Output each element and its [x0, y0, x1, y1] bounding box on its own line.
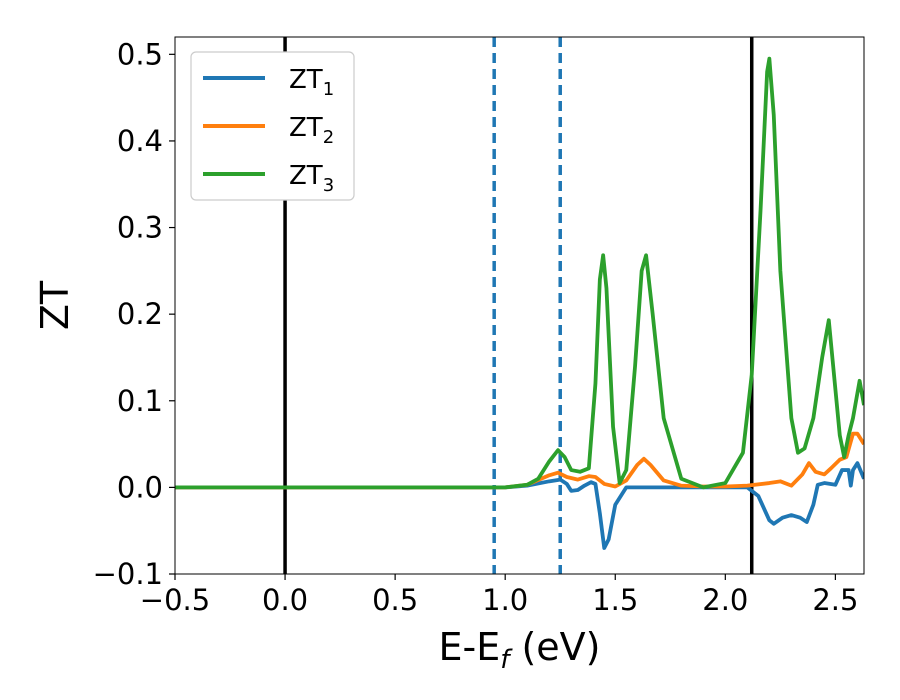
series-line-zt1	[175, 461, 864, 550]
x-tick-label: 0.0	[262, 583, 308, 617]
series-line-zt3	[175, 56, 864, 490]
y-tick-label: −0.1	[93, 557, 163, 591]
y-tick-label: 0.0	[117, 470, 163, 504]
x-tick-label: 2.5	[812, 583, 858, 617]
plot-area	[175, 37, 864, 574]
plot-frame	[174, 36, 865, 575]
axes: −0.5 0.0 0.5 1.0 1.5 2.0 2.5 −0.1 0.0 0.1 0.2 0.3 0.…	[93, 36, 865, 617]
x-tick-label: 1.5	[592, 583, 638, 617]
legend: ZT1 ZT2 ZT3	[190, 51, 355, 201]
legend-label-zt3: ZT3	[289, 161, 334, 196]
legend-label-zt2: ZT2	[289, 113, 334, 148]
axis-labels: E-Ef (eV) ZT	[33, 280, 601, 675]
x-tick-label: 2.0	[702, 583, 748, 617]
x-axis-label: E-Ef (eV)	[439, 625, 601, 675]
y-tick-label: 0.1	[117, 384, 163, 418]
y-tick-label: 0.4	[117, 124, 163, 158]
x-tick-label: 1.0	[482, 583, 528, 617]
y-axis-label: ZT	[33, 280, 77, 330]
series-line-zt2	[175, 431, 864, 490]
legend-label-zt1: ZT1	[289, 65, 334, 100]
x-tick-label: −0.5	[140, 583, 210, 617]
x-tick-label: 0.5	[372, 583, 418, 617]
y-tick-label: 0.2	[117, 297, 163, 331]
y-tick-label: 0.5	[117, 37, 163, 71]
legend-box	[190, 51, 355, 201]
y-tick-label: 0.3	[117, 211, 163, 245]
